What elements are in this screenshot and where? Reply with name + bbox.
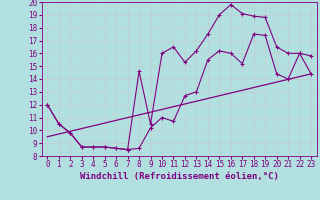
X-axis label: Windchill (Refroidissement éolien,°C): Windchill (Refroidissement éolien,°C) <box>80 172 279 181</box>
